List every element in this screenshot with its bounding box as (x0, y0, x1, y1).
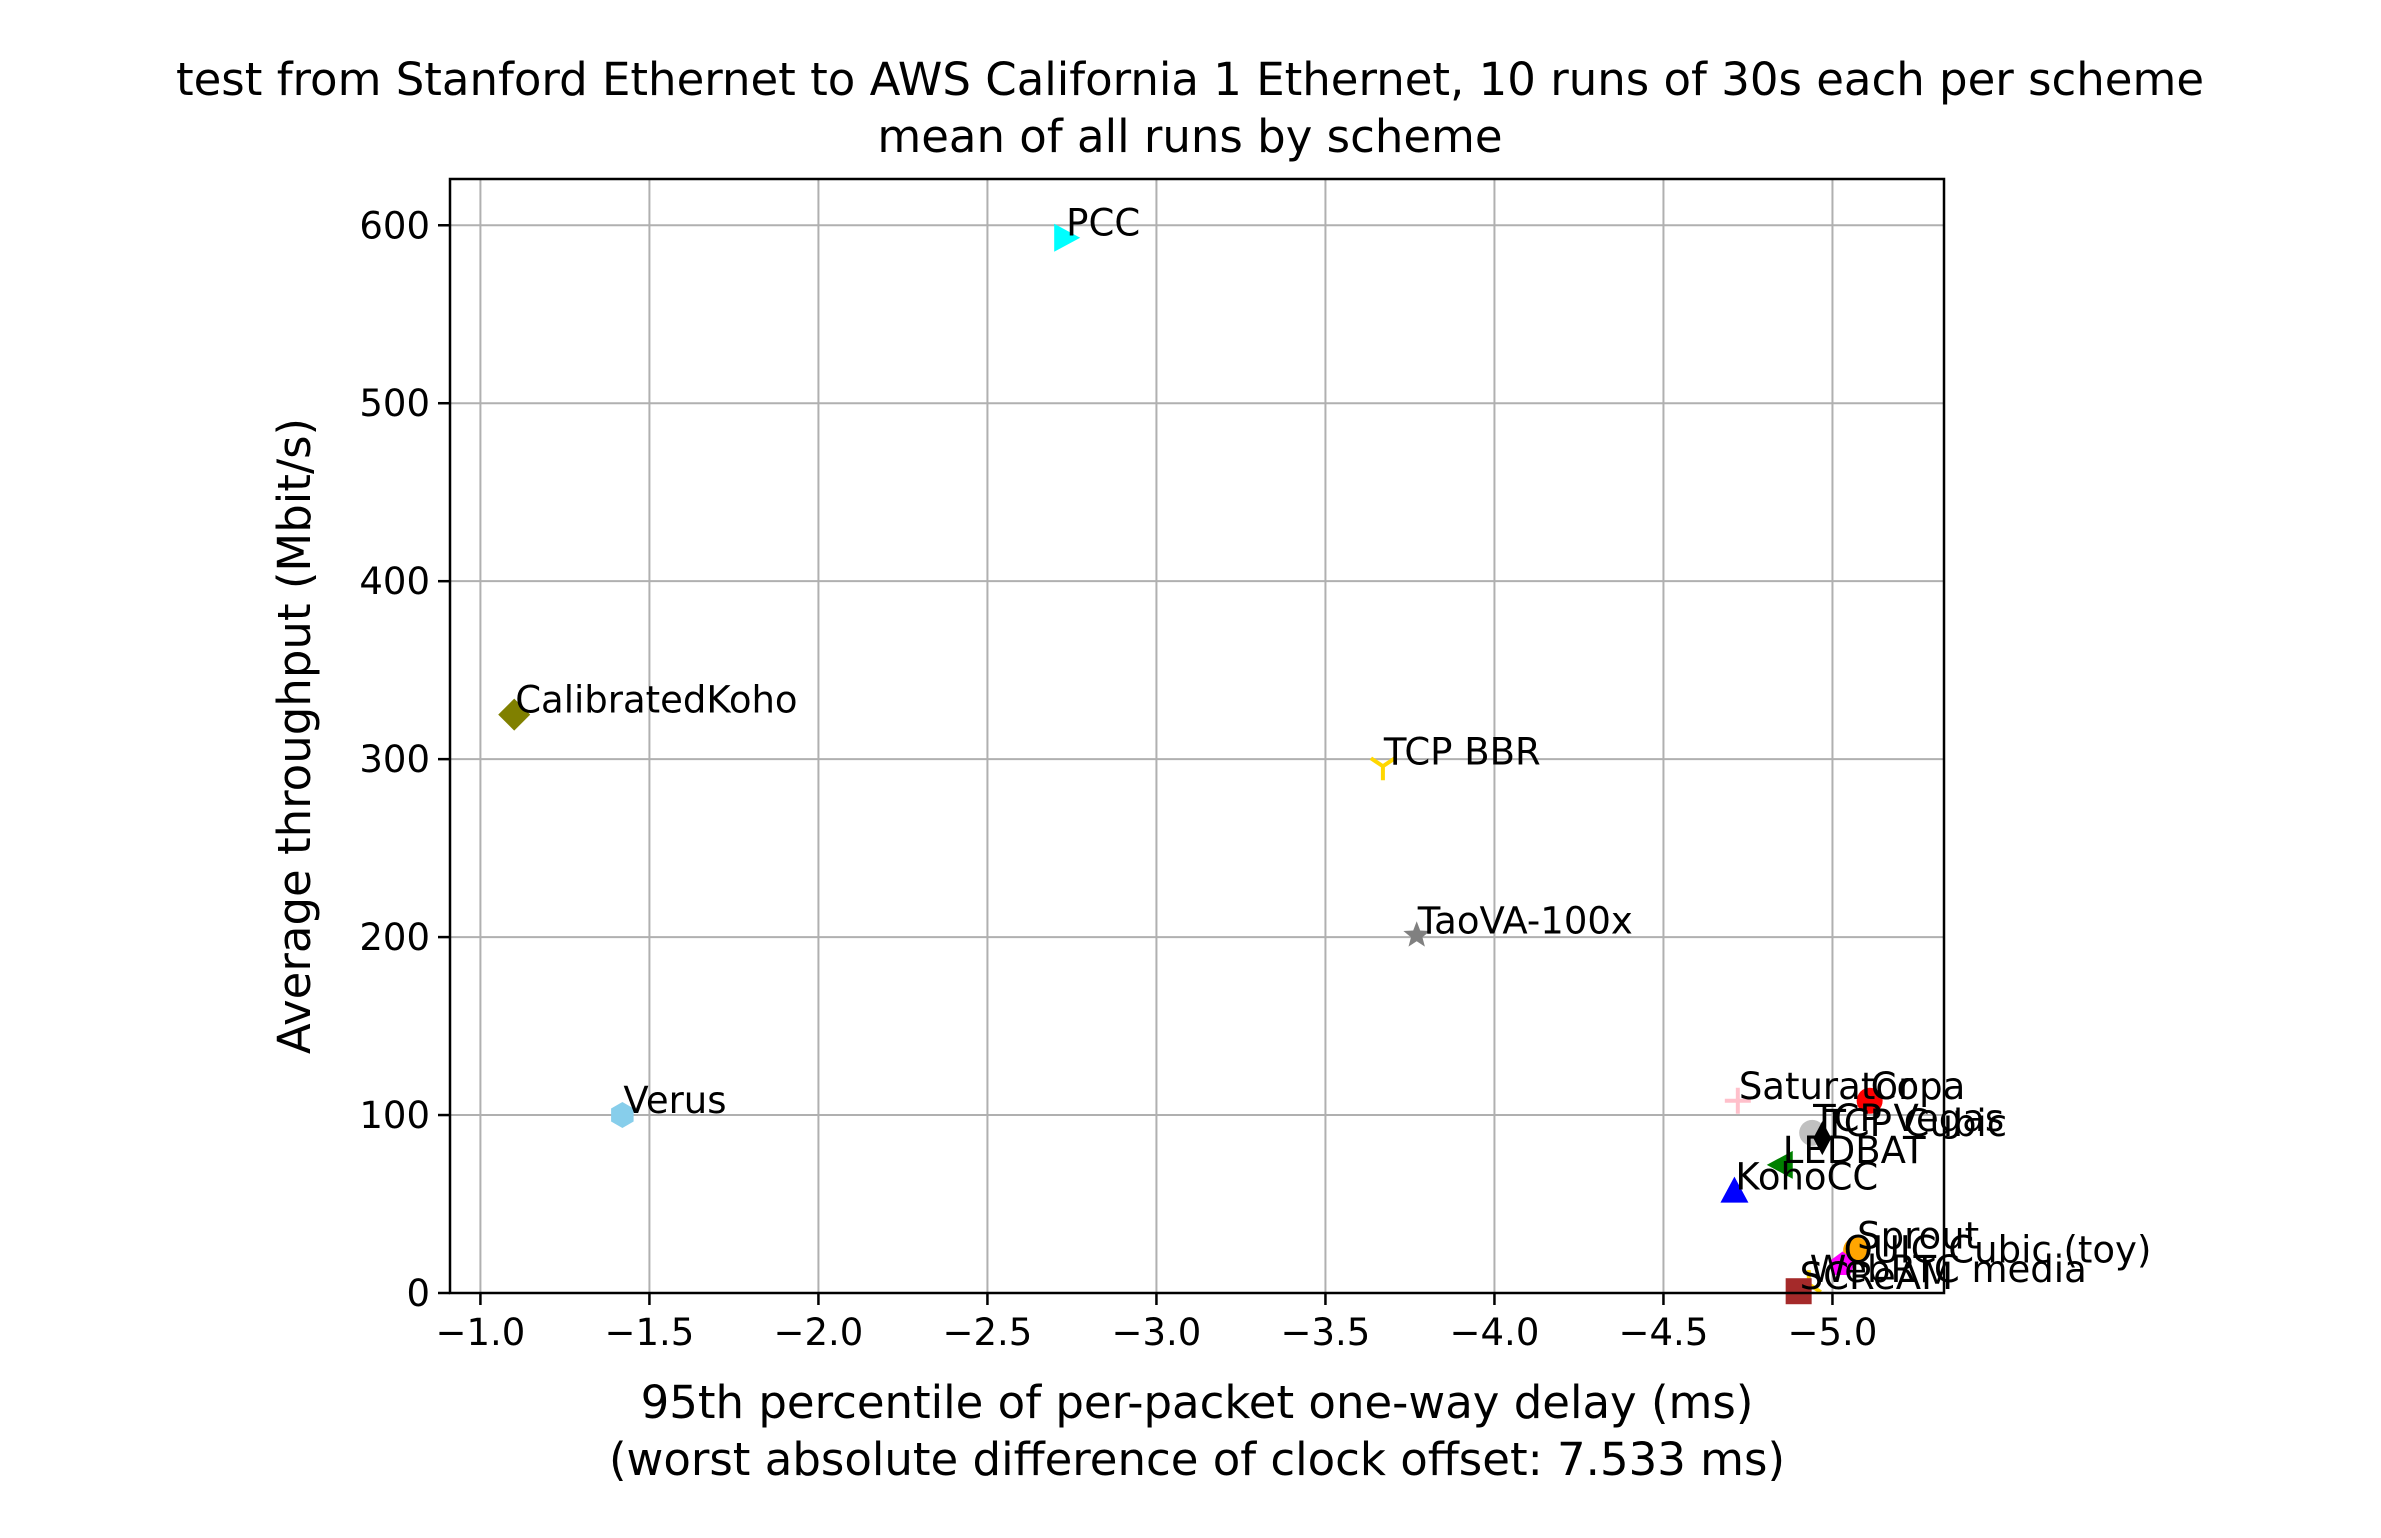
data-point-calibratedkoho (498, 698, 531, 731)
point-label: Copa (1871, 1065, 1966, 1108)
x-tick-label: −2.0 (774, 1311, 864, 1354)
data-point-taova-100x (1403, 921, 1430, 947)
point-label: Sprout (1857, 1214, 1979, 1257)
data-point-tcp-bbr (1369, 756, 1397, 781)
point-label: LEDBAT (1783, 1129, 1926, 1172)
x-axis-label-secondary: (worst absolute difference of clock offs… (609, 1433, 1785, 1486)
point-labels: PCC CalibratedKoho TCP BBR TaoVA-100x Verus S… (515, 202, 2151, 1298)
point-label: CalibratedKoho (515, 679, 797, 722)
data-point-kohocc (1720, 1176, 1749, 1203)
y-tick-label: 600 (359, 204, 430, 247)
y-tick-label: 500 (359, 382, 430, 425)
y-tick-label: 400 (359, 560, 430, 603)
point-label: TCP BBR (1383, 730, 1541, 773)
y-tick-label: 100 (359, 1094, 430, 1137)
y-tick-label: 200 (359, 916, 430, 959)
point-label: TCP Vegas (1812, 1097, 2004, 1140)
data-point-scream (1785, 1278, 1812, 1305)
data-point-quic-cubic-toy (1830, 1251, 1855, 1275)
chart-subtitle: mean of all runs by scheme (877, 110, 1502, 163)
data-point-copa (1856, 1087, 1883, 1114)
point-label: TCP Cubic (1822, 1102, 2007, 1145)
data-point-verus (611, 1102, 634, 1128)
point-label: Saturator (1739, 1065, 1914, 1108)
data-point-saturator (1724, 1087, 1751, 1114)
point-label: PCC (1066, 202, 1140, 245)
x-tick-label: −1.0 (435, 1311, 525, 1354)
plot-frame (448, 177, 1946, 1295)
y-axis-label: Average throughput (Mbit/s) (268, 418, 321, 1054)
data-point-ledbat (1766, 1150, 1793, 1179)
x-tick-label: −4.0 (1450, 1311, 1540, 1354)
point-label: TaoVA-100x (1417, 899, 1633, 942)
grid (450, 179, 1944, 1294)
x-tick-label: −5.0 (1788, 1311, 1878, 1354)
x-axis-label: 95th percentile of per-packet one-way de… (641, 1376, 1754, 1429)
x-tick-label: −3.5 (1281, 1311, 1371, 1354)
data-points (498, 223, 1883, 1305)
data-point-pcc (1054, 223, 1081, 252)
x-tick-label: −4.5 (1619, 1311, 1709, 1354)
y-tick-label: 300 (359, 738, 430, 781)
point-label: QUIC Cubic (toy) (1844, 1229, 2152, 1272)
x-tick-label: −2.5 (943, 1311, 1033, 1354)
point-label: WebRTC media (1810, 1248, 2087, 1291)
chart-title: test from Stanford Ethernet to AWS Calif… (176, 53, 2204, 106)
axis-ticks: −1.0 −1.5 −2.0 −2.5 −3.0 −3.5 −4.0 −4.5 −5.0 0 100… (359, 204, 1877, 1354)
point-label: KohoCC (1735, 1156, 1878, 1199)
data-point-tcp-cubic (1813, 1121, 1832, 1156)
x-tick-label: −1.5 (604, 1311, 694, 1354)
y-tick-label: 0 (406, 1272, 430, 1315)
x-tick-label: −3.0 (1112, 1311, 1202, 1354)
point-label: SCReAM (1800, 1255, 1953, 1298)
point-label: Verus (623, 1079, 726, 1122)
